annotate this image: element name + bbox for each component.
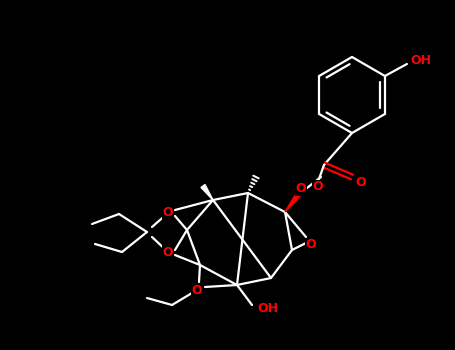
Polygon shape — [201, 184, 213, 200]
Text: O: O — [163, 206, 173, 219]
Text: OH: OH — [410, 54, 431, 66]
Text: O: O — [192, 284, 202, 296]
Polygon shape — [285, 194, 300, 212]
Text: O: O — [163, 245, 173, 259]
Text: O: O — [296, 182, 306, 195]
Text: OH: OH — [258, 301, 278, 315]
Text: O: O — [313, 181, 324, 194]
Text: O: O — [306, 238, 316, 252]
Text: O: O — [356, 175, 366, 189]
